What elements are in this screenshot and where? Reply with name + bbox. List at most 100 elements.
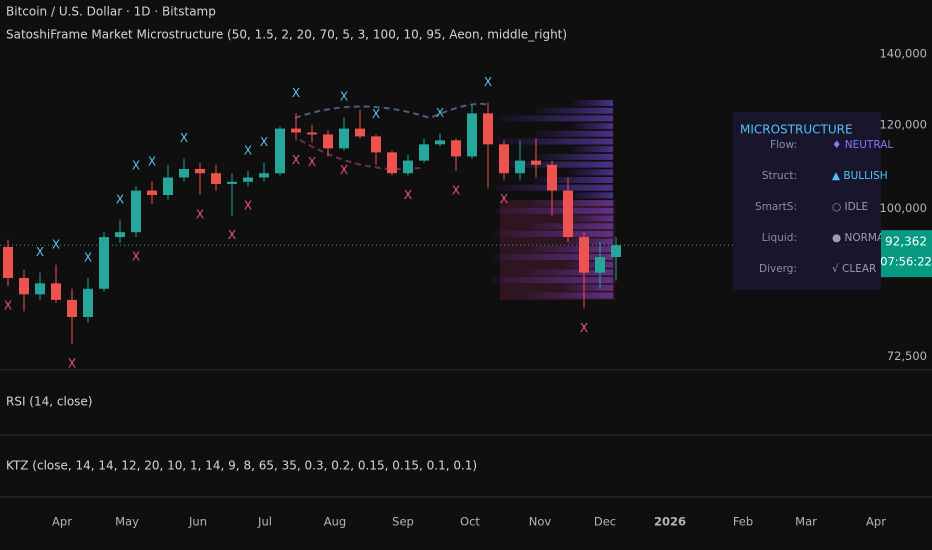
profile-bar — [495, 207, 613, 214]
candle-body — [67, 299, 77, 317]
low-marker: X — [132, 250, 140, 264]
x-tick-label: Aug — [324, 515, 346, 529]
x-tick-label: Mar — [795, 515, 817, 529]
candle-body — [211, 173, 221, 184]
panel-value: ● NORMAL — [832, 232, 890, 244]
x-tick-label: Oct — [460, 515, 480, 529]
time-axis: Apr May Jun Jul Aug Sep Oct Nov Dec 2026 Feb Mar Apr — [52, 515, 886, 529]
candle-body — [115, 232, 125, 238]
countdown: 07:56:22 — [880, 255, 932, 269]
info-panel: MICROSTRUCTURE — [733, 112, 881, 290]
candle-body — [515, 160, 525, 174]
symbol-title: Bitcoin / U.S. Dollar · 1D · Bitstamp — [6, 5, 216, 19]
candle-body — [355, 128, 365, 137]
high-marker: X — [436, 106, 444, 120]
high-marker: X — [36, 245, 44, 259]
profile-bar — [568, 215, 613, 222]
panel-value: ○ IDLE — [832, 201, 868, 213]
profile-bar — [571, 146, 613, 153]
profile-bar — [497, 161, 613, 168]
panel-value: ♦ NEUTRAL — [832, 139, 893, 151]
profile-bar — [498, 138, 613, 145]
candle-body — [195, 168, 205, 174]
y-tick-label: 140,000 — [879, 46, 927, 60]
candle-body — [531, 160, 541, 165]
candles — [0, 102, 870, 344]
low-marker: X — [452, 184, 460, 198]
candle-body — [563, 190, 573, 238]
low-marker: X — [500, 192, 508, 206]
low-marker: X — [340, 163, 348, 177]
candle-body — [19, 277, 29, 295]
pane-title: KTZ (close, 14, 14, 12, 20, 10, 1, 14, 9… — [6, 459, 477, 473]
candle-body — [611, 245, 621, 258]
candle-body — [483, 113, 493, 145]
y-tick-label: 72,500 — [887, 349, 927, 363]
panel-title: MICROSTRUCTURE — [740, 123, 853, 137]
low-marker: X — [68, 356, 76, 370]
profile-bar — [567, 238, 613, 245]
panel-value: ▲ BULLISH — [832, 170, 888, 182]
panel-label: Flow: — [770, 139, 797, 151]
profile-bar — [499, 115, 613, 122]
profile-bar — [530, 246, 613, 253]
candle-body — [291, 128, 301, 133]
low-marker: X — [580, 321, 588, 335]
volume-profile — [492, 100, 615, 300]
candle-body — [227, 181, 237, 184]
candle-body — [147, 190, 157, 196]
x-tick-label: Feb — [733, 515, 753, 529]
indicator-title: SatoshiFrame Market Microstructure (50, … — [6, 28, 567, 42]
panel-background — [733, 112, 881, 290]
candle-body — [451, 140, 461, 157]
candle-body — [83, 288, 93, 317]
candle-body — [179, 168, 189, 178]
profile-zone — [500, 200, 615, 300]
profile-bar — [572, 123, 613, 130]
y-tick-label: 120,000 — [879, 117, 927, 131]
low-marker: X — [228, 228, 236, 242]
high-marker: X — [372, 107, 380, 121]
x-tick-label: Nov — [529, 515, 552, 529]
x-tick-label: Jul — [257, 515, 272, 529]
high-marker: X — [84, 250, 92, 264]
profile-bar — [528, 292, 613, 299]
low-marker: X — [196, 208, 204, 222]
candle-body — [51, 283, 61, 300]
y-tick-label: 100,000 — [879, 201, 927, 215]
panel-label: Liquid: — [762, 232, 797, 244]
price-axis: 72,500 100,000 120,000 140,000 92,362 07:56:2… — [879, 46, 932, 363]
candle-body — [387, 152, 397, 174]
profile-bar — [534, 153, 613, 160]
candle-body — [499, 144, 509, 174]
profile-bar — [565, 284, 613, 291]
profile-bar — [529, 269, 613, 276]
low-marker: X — [404, 188, 412, 202]
candle-body — [163, 177, 173, 196]
low-marker: X — [4, 299, 12, 313]
candle-body — [131, 190, 141, 233]
x-tick-label: Sep — [392, 515, 414, 529]
candle-body — [595, 257, 605, 273]
high-marker: X — [180, 131, 188, 145]
low-marker: X — [292, 153, 300, 167]
profile-bar — [573, 100, 613, 106]
profile-bar — [569, 192, 613, 199]
x-tick-label: 2026 — [654, 515, 686, 529]
candle-body — [307, 132, 317, 135]
high-marker: X — [260, 135, 268, 149]
candle-body — [547, 164, 557, 191]
low-marker: X — [308, 155, 316, 169]
low-marker: X — [244, 199, 252, 213]
profile-bar — [533, 177, 613, 183]
profile-bar — [493, 254, 613, 260]
x-tick-label: Jun — [188, 515, 207, 529]
panel-label: Struct: — [762, 170, 797, 182]
profile-bar — [535, 130, 613, 137]
high-marker: X — [244, 144, 252, 158]
x-tick-label: Apr — [866, 515, 886, 529]
candle-body — [275, 128, 285, 174]
candle-body — [259, 173, 269, 178]
candle-body — [35, 283, 45, 295]
